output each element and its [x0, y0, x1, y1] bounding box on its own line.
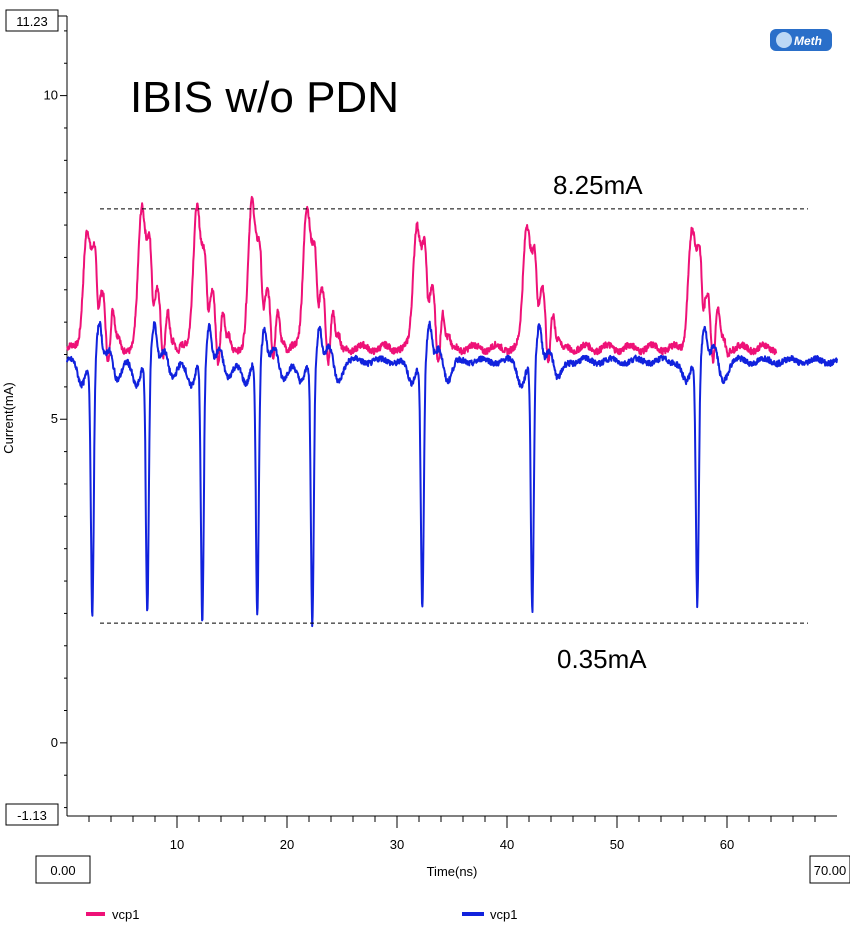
legend-label-pink: vcp1 [112, 907, 139, 922]
y-max-label: 11.23 [16, 14, 48, 29]
x-tick-label: 60 [720, 837, 734, 852]
x-tick-label: 40 [500, 837, 514, 852]
y-tick-label: 0 [51, 735, 58, 750]
y-tick-label: 10 [44, 88, 58, 103]
series-line-pink [66, 195, 778, 366]
x-min-label: 0.00 [50, 863, 75, 878]
annotations: 8.25mA 0.35mA [100, 170, 808, 674]
series-layer [66, 195, 838, 628]
x-tick-label: 50 [610, 837, 624, 852]
y-tick-label: 5 [51, 411, 58, 426]
x-tick-label: 20 [280, 837, 294, 852]
x-tick-label: 30 [390, 837, 404, 852]
y-max-box: 11.23 [5, 9, 59, 32]
x-min-box: 0.00 [35, 855, 91, 884]
legend-label-blue: vcp1 [490, 907, 517, 922]
brand-logo: Meth [770, 29, 832, 51]
logo-text: Meth [794, 34, 822, 48]
axes: 0 5 10 10 20 30 40 50 60 [44, 15, 837, 852]
annotation-min-current: 0.35mA [557, 644, 647, 674]
y-min-box: -1.13 [5, 803, 59, 826]
x-axis-label: Time(ns) [427, 864, 478, 879]
chart-title: IBIS w/o PDN [130, 73, 399, 122]
series-line-blue [66, 320, 838, 628]
y-axis-label: Current(mA) [1, 382, 16, 454]
legend: vcp1 vcp1 [86, 907, 517, 922]
x-max-box: 70.00 [809, 855, 850, 884]
x-max-label: 70.00 [814, 863, 847, 878]
annotation-max-current: 8.25mA [553, 170, 643, 200]
x-tick-label: 10 [170, 837, 184, 852]
y-min-label: -1.13 [17, 808, 47, 823]
